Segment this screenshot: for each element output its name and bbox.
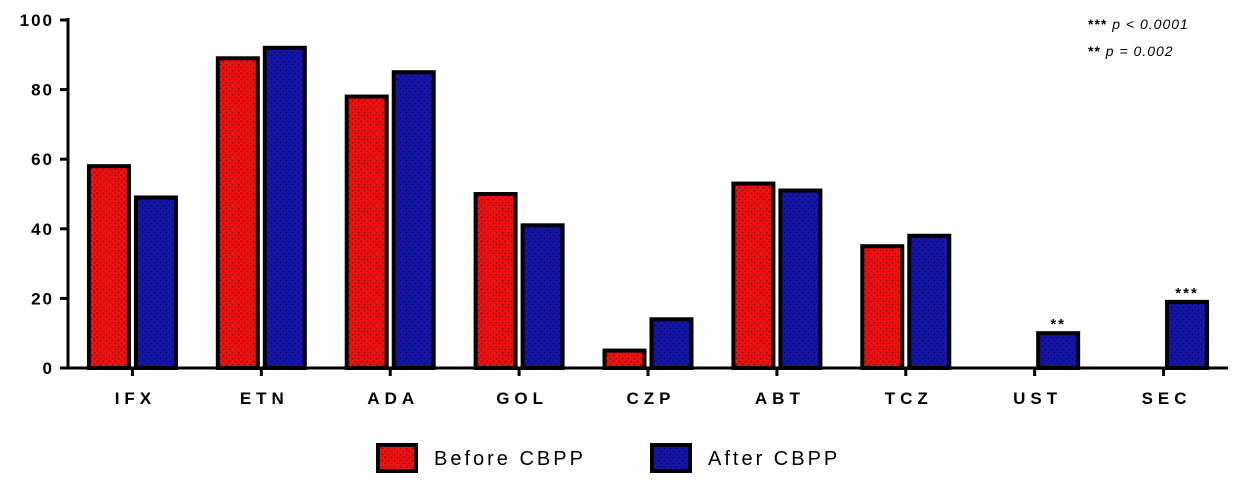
bar-gol-before-cbpp	[473, 192, 518, 370]
bars	[86, 45, 1210, 371]
bar-ada-before-cbpp	[344, 94, 389, 370]
y-tick-label: 40	[31, 220, 54, 239]
bar-sec-after-cbpp	[1165, 299, 1210, 371]
y-tick-label: 100	[20, 11, 54, 30]
legend-item-before-cbpp: Before CBPP	[376, 443, 586, 473]
x-tick-label-ifx: IFX	[115, 389, 156, 408]
bar-ada-after-cbpp	[391, 70, 436, 370]
x-tick-label-tcz: TCZ	[885, 389, 933, 408]
bar-tcz-after-cbpp	[907, 233, 952, 370]
bar-tcz-before-cbpp	[860, 244, 905, 370]
bar-abt-after-cbpp	[778, 188, 823, 370]
bar-czp-before-cbpp	[602, 348, 647, 371]
bar-czp-after-cbpp	[649, 317, 694, 370]
y-tick-label: 60	[31, 150, 54, 169]
bar-etn-after-cbpp	[262, 45, 307, 371]
x-tick-label-abt: ABT	[755, 389, 805, 408]
x-tick-label-gol: GOL	[496, 389, 548, 408]
x-tick-label-sec: SEC	[1142, 389, 1192, 408]
x-tick-label-ada: ADA	[367, 389, 419, 408]
category-labels: IFX ETN ADA GOL CZP ABT TCZ UST SEC	[115, 389, 1192, 408]
significance-note: ** p = 0.002	[1088, 43, 1174, 59]
legend-label: Before CBPP	[434, 448, 586, 470]
bar-gol-after-cbpp	[520, 223, 565, 370]
significance-marker: **	[1050, 316, 1066, 333]
y-tick-label: 20	[31, 289, 54, 308]
annotations: ******** p < 0.0001** p = 0.002	[1050, 16, 1199, 333]
bar-ifx-before-cbpp	[86, 164, 131, 370]
bar-ifx-after-cbpp	[133, 195, 178, 370]
significance-note: *** p < 0.0001	[1088, 16, 1189, 32]
legend-label: After CBPP	[708, 448, 840, 470]
legend: Before CBPP After CBPP	[376, 443, 840, 473]
bar-etn-before-cbpp	[215, 56, 260, 370]
y-tick-label: 80	[31, 81, 54, 100]
significance-marker: ***	[1175, 285, 1199, 302]
bar-ust-after-cbpp	[1036, 331, 1081, 371]
legend-item-after-cbpp: After CBPP	[650, 443, 840, 473]
x-tick-label-czp: CZP	[627, 389, 676, 408]
x-tick-label-ust: UST	[1013, 389, 1062, 408]
bar-abt-before-cbpp	[731, 181, 776, 370]
axes: 0 20 40 60 80 100	[20, 11, 1228, 378]
x-tick-label-etn: ETN	[240, 389, 289, 408]
y-tick-label: 0	[43, 359, 54, 378]
